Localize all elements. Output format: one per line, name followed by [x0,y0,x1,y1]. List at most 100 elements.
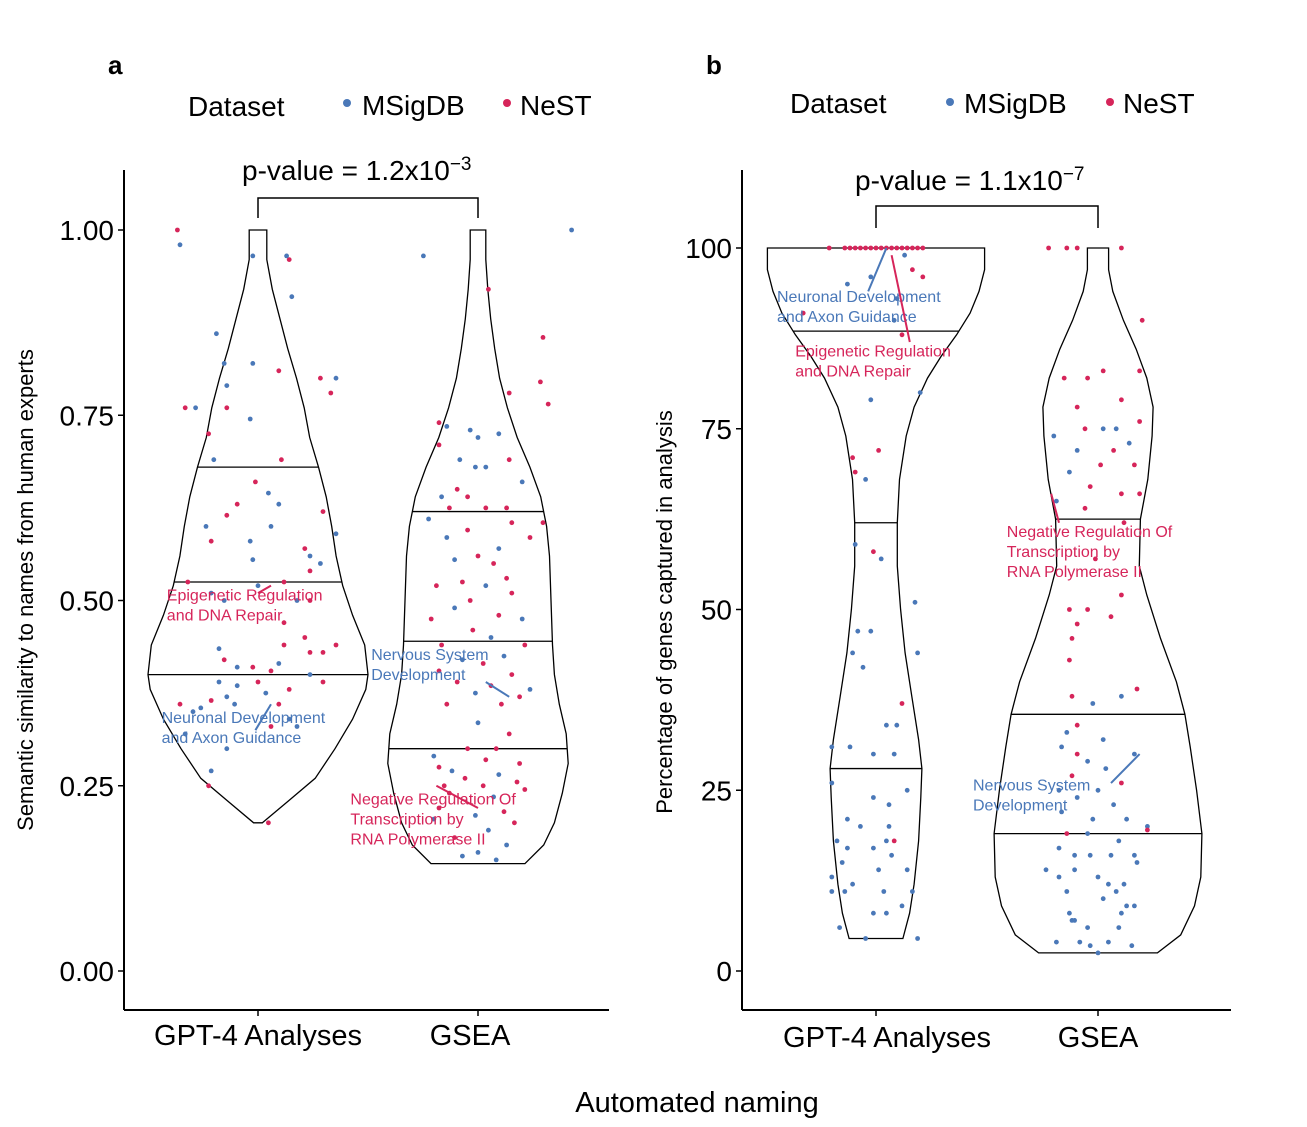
data-point-a-6 [214,331,219,337]
data-point-b-75 [863,936,868,941]
data-point-b-128 [1074,795,1080,800]
data-point-b-123 [1103,766,1109,771]
data-point-a-87 [467,427,473,433]
data-point-a-27 [203,524,209,529]
data-point-a-41 [307,598,313,603]
data-point-a-80 [486,286,491,292]
data-point-b-44 [829,744,835,750]
annotation-label-b-1-0: Epigenetic Regulation [795,344,951,361]
data-point-a-19 [211,457,217,463]
data-point-a-146 [449,768,455,774]
data-point-a-148 [462,775,468,781]
x-tick-label-gsea-a: GSEA [430,1020,511,1052]
data-point-b-25 [899,332,905,338]
data-point-a-50 [307,650,313,655]
data-point-b-78 [1074,245,1080,251]
data-point-a-17 [247,416,253,422]
data-point-a-93 [506,457,512,463]
data-point-b-1 [842,245,848,251]
data-point-b-47 [891,751,897,757]
data-point-b-58 [845,845,850,851]
annotation-leader-b-2 [1050,493,1060,524]
data-point-b-80 [1139,317,1145,323]
data-point-b-120 [1074,751,1080,757]
data-point-a-104 [540,520,546,526]
data-point-b-88 [1082,426,1088,432]
annotation-label-a-2-1: Development [371,667,466,684]
data-point-b-117 [1064,730,1070,735]
data-point-b-10 [889,245,894,251]
data-point-a-45 [302,635,308,640]
data-point-a-101 [447,505,452,511]
data-point-b-108 [1108,614,1114,620]
data-point-b-26 [917,390,923,395]
annotation-leader-b-3 [1110,753,1141,784]
data-point-a-120 [519,616,525,622]
data-point-b-141 [1072,852,1077,858]
data-point-a-117 [467,598,473,603]
data-point-b-106 [1067,607,1072,612]
y-axis-title-a: Semantic similarity to names from human … [13,349,38,831]
data-point-b-62 [876,867,881,873]
data-point-b-113 [1119,693,1124,699]
data-point-a-91 [457,457,463,463]
data-point-a-111 [491,561,496,566]
data-point-a-163 [475,850,481,855]
data-point-a-24 [234,501,240,507]
annotation-label-a-3-0: Negative Regulation Of [350,791,516,808]
data-point-b-124 [1069,773,1075,779]
data-point-b-127 [1095,787,1101,793]
y-tick-label-b-4: 100 [685,233,732,264]
data-point-a-135 [517,694,522,700]
data-point-a-103 [426,516,431,522]
data-point-b-4 [858,245,863,251]
y-tick-label-a-2: 0.50 [60,586,115,617]
y-tick-label-b-3: 75 [701,414,732,445]
data-point-a-16 [328,390,334,396]
data-point-a-147 [496,772,502,777]
data-point-a-26 [224,512,230,518]
legend-title-b: Dataset [790,88,887,119]
violin-b-0 [766,247,986,940]
data-point-a-81 [540,335,546,340]
violin-a-1 [387,229,569,865]
data-point-b-114 [1069,693,1075,699]
data-point-a-68 [276,701,282,707]
data-point-b-90 [1113,426,1119,432]
data-point-a-159 [431,816,437,822]
data-point-b-66 [881,889,887,894]
y-tick-label-b-0: 0 [716,956,732,987]
annotation-label-b-2-0: Negative Regulation Of [1007,524,1173,541]
data-point-a-98 [439,494,444,500]
data-point-b-91 [1051,433,1057,439]
data-point-b-164 [1087,943,1093,949]
data-point-b-97 [1067,469,1072,475]
data-point-a-67 [232,701,238,707]
y-tick-label-a-4: 1.00 [60,215,115,246]
data-point-b-165 [1129,943,1135,949]
data-point-a-77 [266,820,271,826]
data-point-b-55 [834,838,840,844]
data-point-a-150 [441,783,447,789]
data-point-a-131 [454,679,460,685]
data-point-b-59 [871,845,876,851]
data-point-b-84 [1085,375,1090,381]
data-point-b-161 [1054,939,1059,945]
data-point-b-129 [1111,802,1116,808]
data-point-b-107 [1085,607,1090,612]
x-tick-label-gpt4-b: GPT-4 Analyses [783,1022,991,1054]
data-point-a-164 [460,853,465,859]
data-point-a-156 [501,809,507,815]
data-point-a-44 [281,620,287,626]
data-point-b-12 [899,245,905,251]
data-point-a-88 [475,435,481,440]
data-point-b-135 [1064,831,1070,836]
data-point-a-49 [320,650,326,655]
data-point-a-61 [286,687,292,692]
data-point-a-11 [318,375,323,381]
annotation-label-a-0-0: Epigenetic Regulation [167,588,323,605]
data-point-a-63 [224,694,230,700]
data-point-a-125 [522,642,528,648]
legend-label-msigdb-a: MSigDB [362,90,465,121]
annotation-label-b-0-1: and Axon Guidance [777,309,917,326]
